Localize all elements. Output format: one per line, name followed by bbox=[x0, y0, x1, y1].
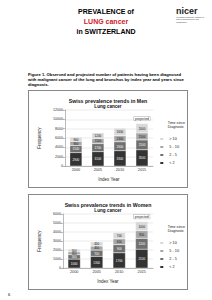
svg-text:0: 0 bbox=[61, 164, 63, 168]
svg-text:< 2: < 2 bbox=[169, 265, 174, 269]
svg-text:2100: 2100 bbox=[138, 257, 145, 261]
svg-text:1600: 1600 bbox=[117, 130, 124, 134]
svg-text:Time since: Time since bbox=[167, 121, 185, 125]
svg-text:2 - 5: 2 - 5 bbox=[169, 257, 177, 261]
svg-text:Index Year: Index Year bbox=[97, 279, 119, 284]
svg-text:projected: projected bbox=[135, 117, 149, 121]
svg-text:2005: 2005 bbox=[94, 168, 102, 172]
svg-text:900: 900 bbox=[117, 247, 122, 251]
svg-text:2100: 2100 bbox=[139, 143, 146, 147]
svg-text:3000: 3000 bbox=[53, 239, 61, 243]
svg-text:Diagnosis: Diagnosis bbox=[168, 125, 184, 129]
html-text:in SWITZERLAND: in SWITZERLAND bbox=[76, 28, 136, 35]
svg-text:650: 650 bbox=[117, 240, 122, 244]
svg-text:1300: 1300 bbox=[93, 260, 100, 264]
svg-text:2000: 2000 bbox=[72, 168, 80, 172]
svg-text:Lung cancer: Lung cancer bbox=[94, 208, 122, 213]
svg-text:1200: 1200 bbox=[138, 242, 145, 246]
svg-text:2000: 2000 bbox=[53, 248, 61, 252]
svg-text:2015: 2015 bbox=[138, 168, 146, 172]
html-text:nicer: nicer bbox=[176, 6, 198, 16]
svg-text:4000: 4000 bbox=[55, 145, 63, 149]
svg-text:300: 300 bbox=[72, 249, 77, 253]
svg-text:6000: 6000 bbox=[55, 136, 63, 140]
svg-text:3300: 3300 bbox=[117, 156, 124, 160]
svg-text:1200: 1200 bbox=[95, 134, 102, 138]
svg-text:1000: 1000 bbox=[138, 224, 145, 228]
html-text:LUNG cancer: LUNG cancer bbox=[83, 18, 129, 25]
svg-text:projected: projected bbox=[135, 215, 149, 219]
svg-text:Swiss prevalence trends in Men: Swiss prevalence trends in Men bbox=[69, 98, 147, 104]
svg-text:1300: 1300 bbox=[117, 137, 124, 141]
svg-text:12000: 12000 bbox=[53, 108, 63, 112]
svg-text:< 2: < 2 bbox=[169, 161, 174, 165]
svg-text:4000: 4000 bbox=[53, 230, 61, 234]
svg-text:500: 500 bbox=[72, 255, 77, 259]
svg-text:8000: 8000 bbox=[55, 127, 63, 131]
svg-text:900: 900 bbox=[73, 137, 78, 141]
html-text:Figure 1. Observed and project: Figure 1. Observed and projected number … bbox=[28, 72, 184, 88]
svg-text:450: 450 bbox=[94, 242, 99, 246]
svg-text:1000: 1000 bbox=[71, 262, 78, 266]
svg-text:1000: 1000 bbox=[53, 257, 61, 261]
svg-text:1100: 1100 bbox=[95, 139, 102, 143]
svg-text:Swiss prevalence trends in Wom: Swiss prevalence trends in Women bbox=[65, 202, 152, 208]
svg-text:900: 900 bbox=[73, 141, 78, 145]
svg-text:Index Year: Index Year bbox=[98, 177, 120, 182]
svg-text:450: 450 bbox=[94, 246, 99, 250]
html-text:PREVALENCE of: PREVALENCE of bbox=[78, 8, 134, 15]
svg-text:> 10: > 10 bbox=[169, 137, 177, 141]
svg-text:2005: 2005 bbox=[92, 270, 100, 274]
svg-text:Frequency: Frequency bbox=[37, 127, 42, 149]
svg-text:700: 700 bbox=[117, 234, 122, 238]
svg-text:5000: 5000 bbox=[53, 221, 61, 225]
svg-text:2 - 5: 2 - 5 bbox=[169, 153, 177, 157]
svg-text:Frequency: Frequency bbox=[37, 230, 42, 252]
svg-text:2015: 2015 bbox=[138, 270, 146, 274]
svg-text:2000: 2000 bbox=[55, 155, 63, 159]
svg-text:2900: 2900 bbox=[73, 157, 80, 161]
svg-text:700: 700 bbox=[94, 251, 99, 255]
svg-text:10000: 10000 bbox=[53, 117, 63, 121]
html-text:6: 6 bbox=[8, 292, 11, 297]
html-text:Foundation National Institute: Foundation National Institute for Cancer… bbox=[176, 16, 205, 23]
svg-text:Diagnosis: Diagnosis bbox=[168, 229, 184, 233]
svg-text:2000: 2000 bbox=[70, 270, 78, 274]
svg-text:1500: 1500 bbox=[73, 147, 80, 151]
svg-text:1900: 1900 bbox=[117, 144, 124, 148]
svg-text:3500: 3500 bbox=[139, 156, 146, 160]
svg-text:1500: 1500 bbox=[139, 134, 146, 138]
svg-text:1700: 1700 bbox=[116, 258, 123, 262]
svg-text:> 10: > 10 bbox=[169, 241, 177, 245]
svg-text:2010: 2010 bbox=[116, 168, 124, 172]
svg-text:Lung cancer: Lung cancer bbox=[94, 104, 122, 109]
svg-text:2010: 2010 bbox=[115, 270, 123, 274]
svg-text:0: 0 bbox=[59, 266, 61, 270]
svg-text:3100: 3100 bbox=[95, 157, 102, 161]
svg-text:6000: 6000 bbox=[53, 212, 61, 216]
svg-text:850: 850 bbox=[139, 233, 144, 237]
svg-text:5 - 10: 5 - 10 bbox=[169, 249, 179, 253]
svg-text:2000: 2000 bbox=[139, 126, 146, 130]
svg-text:5 - 10: 5 - 10 bbox=[169, 145, 179, 149]
svg-text:1700: 1700 bbox=[95, 146, 102, 150]
svg-text:Time since: Time since bbox=[167, 225, 185, 229]
